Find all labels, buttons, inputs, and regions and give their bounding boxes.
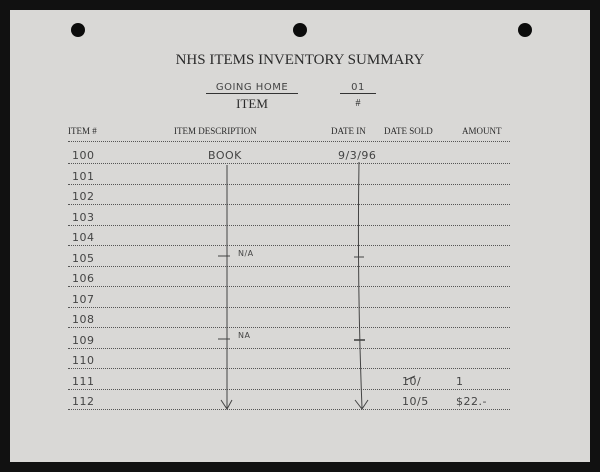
row-line <box>68 388 510 390</box>
amount: $22.- <box>456 395 487 408</box>
item-description: NA <box>238 330 251 340</box>
item-number: 106 <box>72 272 95 285</box>
amount: 1 <box>456 374 464 388</box>
continuation-arrows <box>218 161 416 410</box>
row-line <box>68 224 510 226</box>
row-line <box>68 245 510 246</box>
row-line <box>68 286 510 287</box>
column-header-date-in: DATE IN <box>331 126 366 136</box>
column-header-amount: AMOUNT <box>462 126 502 136</box>
row-line <box>68 347 510 349</box>
item-name-value: GOING HOME <box>206 82 298 94</box>
item-description: BOOK <box>208 149 242 162</box>
row-line <box>68 368 510 369</box>
punch-hole <box>518 23 532 37</box>
item-number: 111 <box>72 374 95 388</box>
inventory-sheet: NHS ITEMS INVENTORY SUMMARY GOING HOME I… <box>10 10 590 462</box>
date-sold: 10/ <box>402 374 422 388</box>
punch-hole <box>71 23 85 37</box>
row-line <box>68 409 510 410</box>
date-in: 9/3/96 <box>338 149 377 162</box>
column-header-description: ITEM DESCRIPTION <box>174 126 257 136</box>
page-title: NHS ITEMS INVENTORY SUMMARY <box>175 52 425 68</box>
item-number: 107 <box>72 292 95 306</box>
column-header-date-sold: DATE SOLD <box>384 126 433 136</box>
item-number: 108 <box>72 313 95 326</box>
item-number-value: 01 <box>340 82 376 94</box>
date-sold: 10/5 <box>402 395 429 408</box>
item-number: 104 <box>72 231 95 244</box>
row-line <box>68 183 510 185</box>
header-divider <box>68 141 510 142</box>
item-number: 112 <box>72 395 95 408</box>
row-line <box>68 265 510 267</box>
item-name-label: ITEM <box>236 96 268 111</box>
item-number: 109 <box>72 333 95 347</box>
date-in-ditto-arrow <box>357 161 363 409</box>
item-number: 101 <box>72 169 95 183</box>
row-line <box>68 327 510 328</box>
item-number: 103 <box>72 210 95 224</box>
item-description: N/A <box>238 248 254 258</box>
row-line <box>68 306 510 308</box>
item-number: 105 <box>72 251 95 265</box>
punch-hole <box>293 23 307 37</box>
row-line <box>68 163 510 164</box>
item-number: 102 <box>72 190 95 203</box>
row-line <box>68 204 510 205</box>
item-number: 110 <box>72 354 95 367</box>
column-header-item-number: ITEM # <box>68 126 97 136</box>
item-number-label: # <box>355 98 361 109</box>
item-number: 100 <box>72 149 95 162</box>
